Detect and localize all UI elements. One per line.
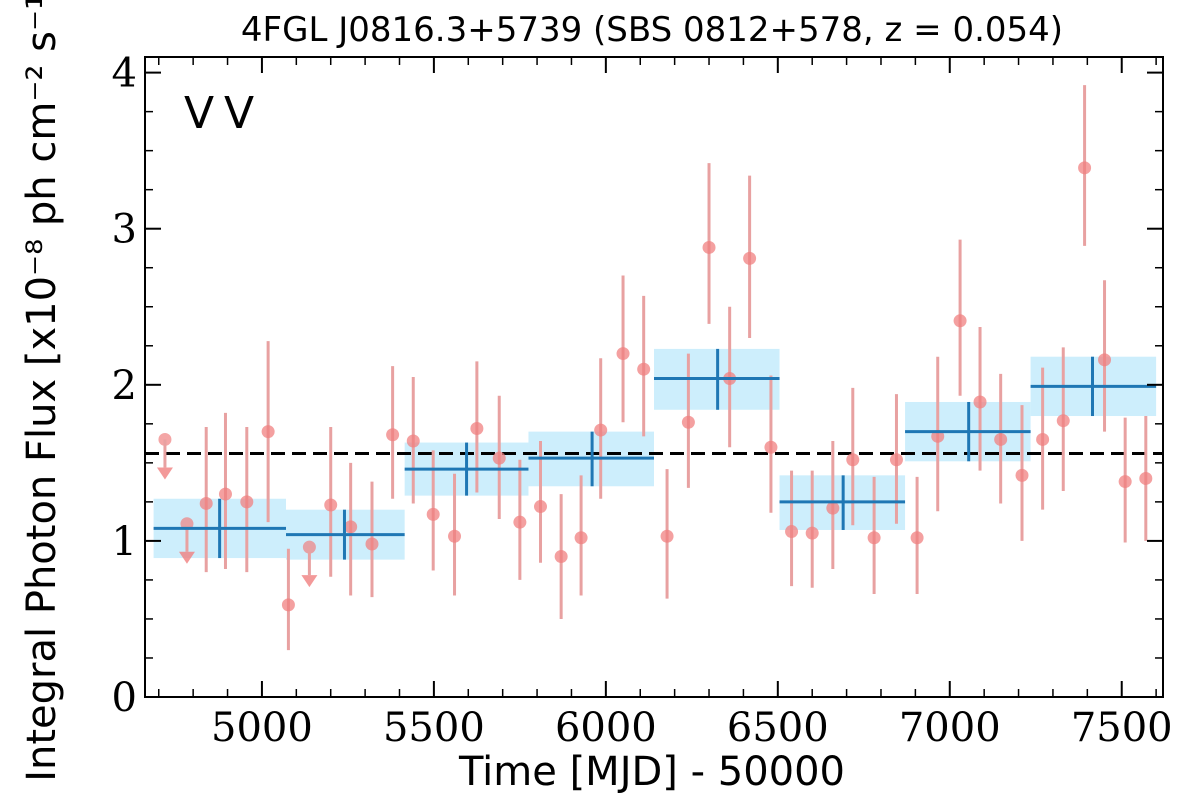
fine-point-16 [492,451,506,465]
y-tick-label-0: 0 [112,675,137,721]
binned-series [153,348,1157,560]
x-tick-label-3: 6500 [727,705,829,751]
fine-point-47 [1139,471,1153,485]
fine-point-30 [785,525,799,539]
fine-point-31 [805,526,819,540]
x-tick-label-2: 6000 [555,705,657,751]
x-tick-label-5: 7500 [1071,705,1173,751]
y-tick-label-1: 1 [112,519,137,565]
fine-ul-arrow-7 [301,575,318,588]
fine-point-13 [426,507,440,521]
y-axis-ticks: 0 1 2 3 4 [112,51,1163,721]
y-axis-title: Integral Photon Flux [x10⁻⁸ ph cm⁻² s⁻¹] [19,0,65,782]
fine-point-19 [554,550,568,564]
fine-point-9 [344,520,358,534]
x-axis-title: Time [MJD] - 50000 [458,749,845,795]
fine-point-21 [594,423,608,437]
fine-point-11 [386,428,400,442]
fine-point-38 [953,314,967,328]
fine-point-43 [1056,414,1070,428]
fine-point-32 [826,501,840,515]
fine-point-15 [470,422,484,436]
fine-point-46 [1118,475,1132,489]
fine-point-39 [973,395,987,409]
fine-point-22 [616,347,630,361]
fine-point-44 [1078,161,1092,175]
x-tick-label-0: 5000 [211,705,313,751]
fine-point-29 [764,440,778,454]
x-axis-ticks: 5000 5500 6000 6500 7000 7500 [158,57,1173,751]
legend-entry-binned: V [184,88,214,139]
fine-point-34 [867,531,881,545]
legend-entry-fine: V [224,88,254,139]
fine-ul-arrow-1 [178,551,195,564]
fine-point-10 [365,537,379,551]
fine-point-20 [574,531,588,545]
x-tick-label-1: 5500 [383,705,485,751]
fine-point-6 [281,598,295,612]
fine-point-24 [660,529,674,543]
fine-point-41 [1015,468,1029,482]
fine-point-12 [406,434,420,448]
y-tick-label-3: 3 [112,207,137,253]
fine-point-14 [448,529,462,543]
x-tick-label-4: 7000 [899,705,1001,751]
fine-point-25 [681,415,695,429]
fine-point-26 [702,240,716,254]
fine-point-5 [261,425,275,439]
fine-point-28 [743,251,757,265]
fine-ul-arrow-0 [156,467,173,480]
fine-point-2 [199,496,213,510]
fine-point-40 [994,432,1008,446]
fine-point-4 [240,495,254,509]
fine-point-42 [1036,432,1050,446]
fine-point-23 [637,362,651,376]
fine-point-17 [513,515,527,529]
fine-point-18 [534,500,548,514]
fine-point-45 [1098,353,1112,367]
plot-frame [144,56,1164,698]
y-tick-label-4: 4 [112,51,137,97]
fine-point-8 [324,498,338,512]
y-tick-label-2: 2 [112,363,137,409]
chart-title: 4FGL J0816.3+5739 (SBS 0812+578, z = 0.0… [241,10,1063,50]
fine-point-3 [218,487,232,501]
fine-point-36 [910,531,924,545]
fine-point-35 [889,453,903,467]
fine-point-33 [846,453,860,467]
